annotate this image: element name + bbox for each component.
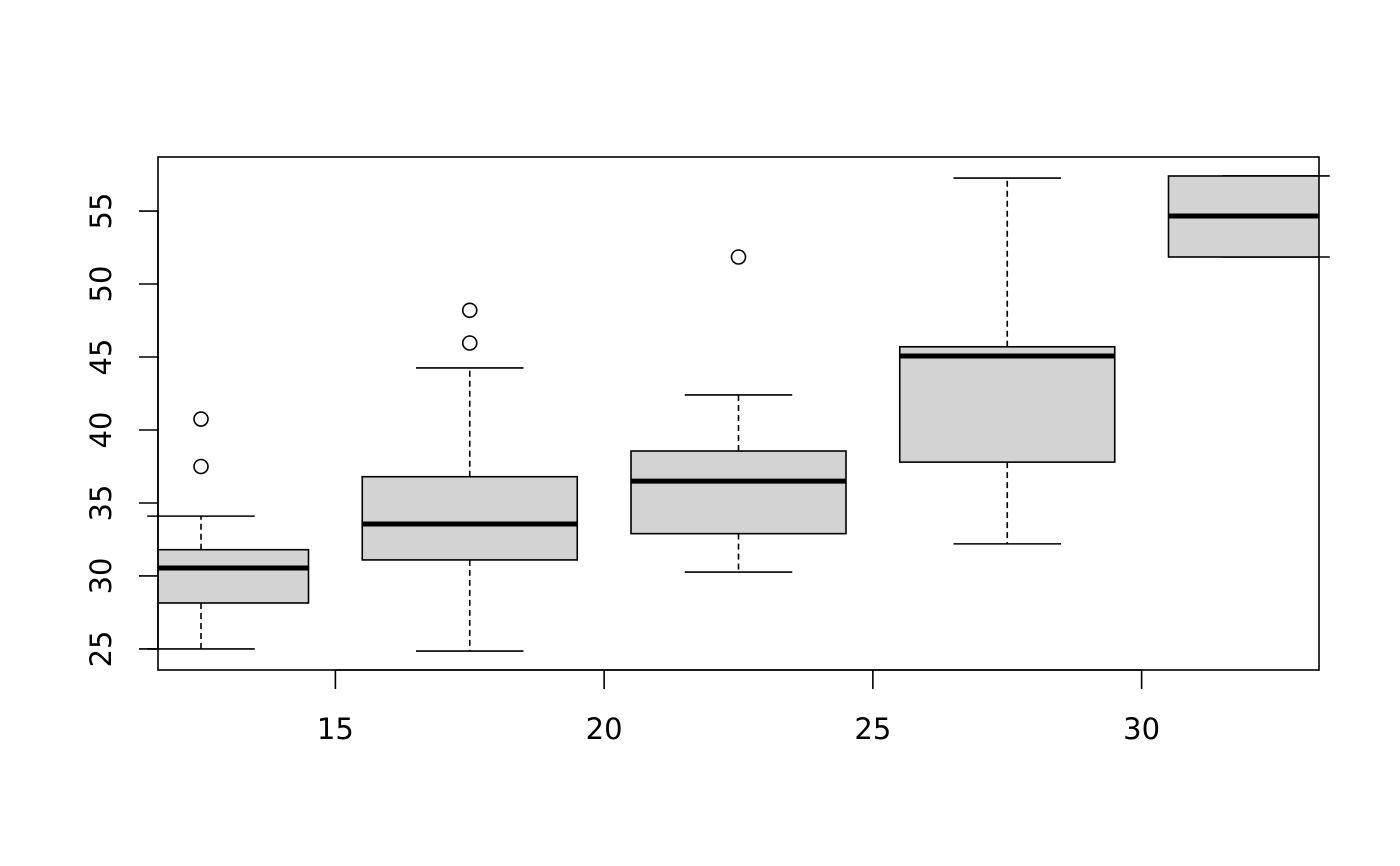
box: [361, 475, 579, 561]
x-tick-label: 30: [1123, 712, 1160, 746]
plot-frame: [157, 156, 1320, 671]
y-tick-label: 45: [84, 339, 118, 376]
x-tick-label: 25: [854, 712, 891, 746]
box-clip: [361, 475, 579, 561]
x-tick-label: 20: [586, 712, 623, 746]
axes: 15 20 25 30 25 30 35 40 45 50 55: [84, 193, 1160, 746]
outlier-point: [193, 458, 209, 475]
chart-marks: [147, 175, 1330, 652]
y-tick-label: 25: [84, 631, 118, 668]
y-tick-label: 30: [84, 558, 118, 595]
y-tick-label: 40: [84, 412, 118, 449]
outlier-point: [730, 249, 747, 265]
box-clip: [630, 450, 847, 535]
box-group: [147, 411, 310, 650]
box-group: [898, 177, 1116, 545]
box: [630, 450, 847, 535]
y-tick-label: 55: [84, 193, 118, 230]
box-group: [1167, 175, 1330, 258]
outlier-point: [461, 335, 478, 351]
box-clip: [158, 548, 310, 604]
x-tick-label: 15: [317, 712, 354, 746]
box-group: [630, 249, 847, 573]
box-clip: [1167, 175, 1319, 258]
box-group: [361, 302, 579, 652]
outlier-point: [193, 411, 209, 427]
box: [158, 548, 310, 604]
box-clip: [898, 345, 1116, 463]
y-tick-label: 50: [84, 266, 118, 303]
outlier-point: [461, 302, 478, 319]
y-tick-label: 35: [84, 485, 118, 522]
box: [898, 345, 1116, 463]
